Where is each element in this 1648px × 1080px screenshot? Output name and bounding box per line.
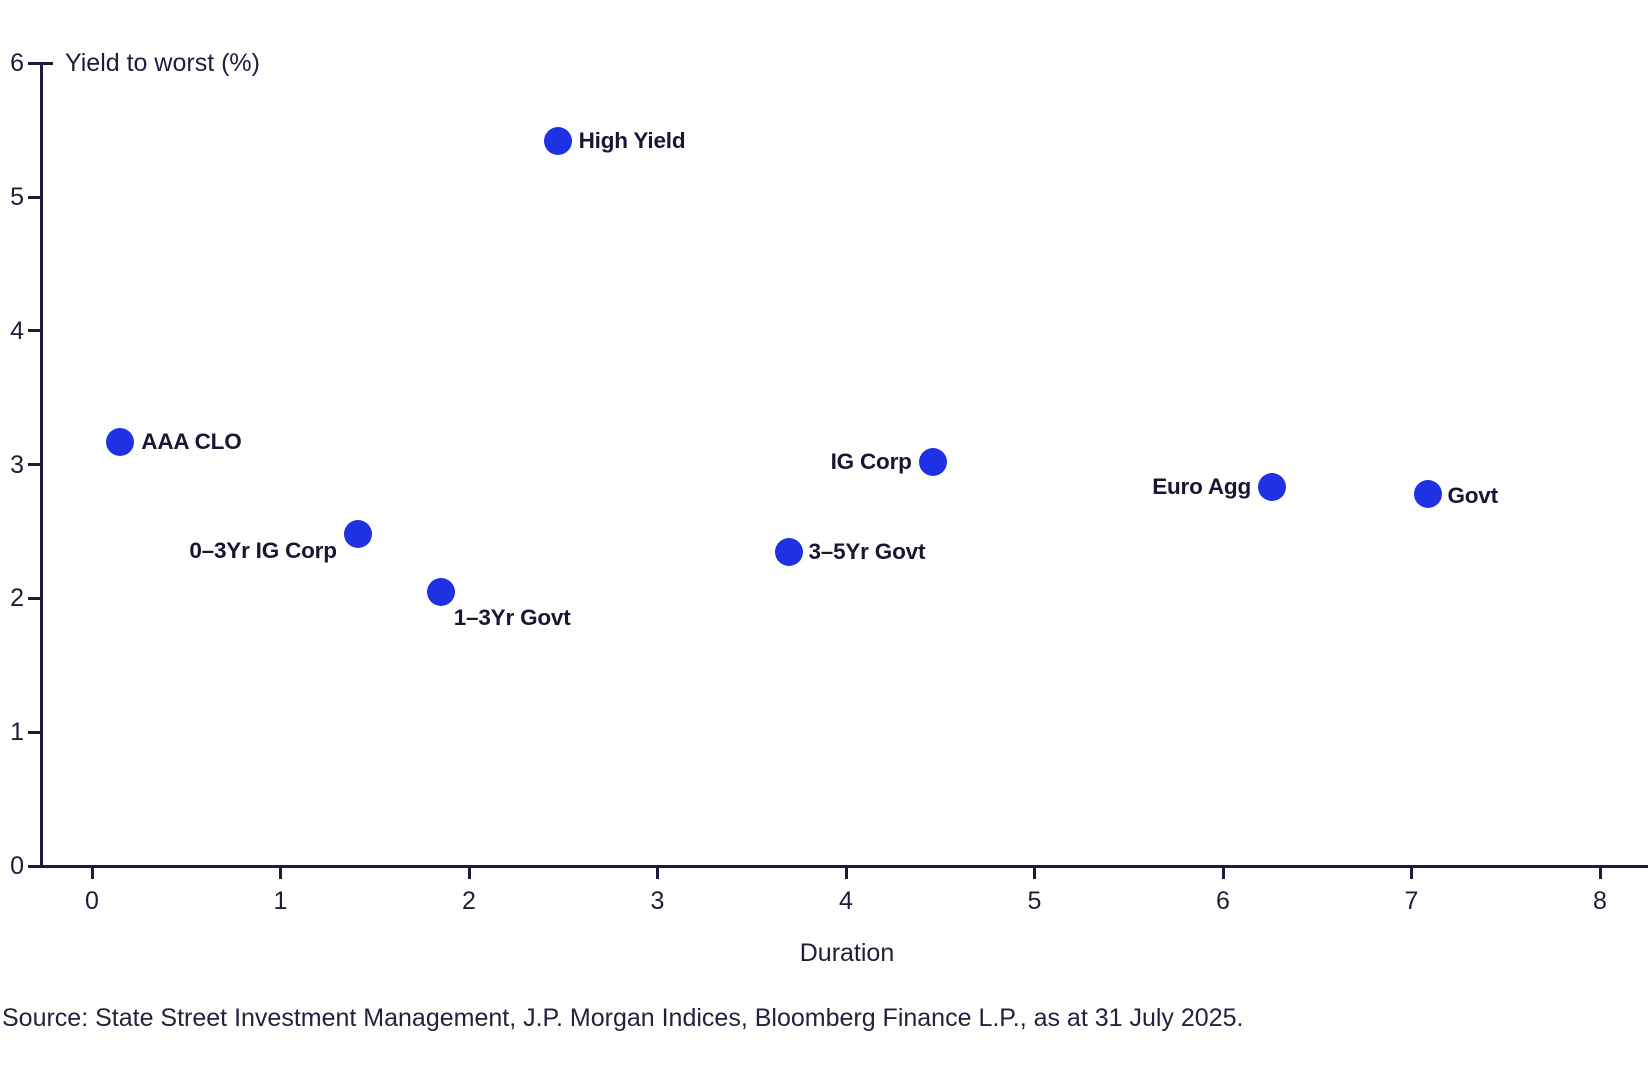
y-tick [28,864,41,868]
x-tick-label: 4 [839,887,853,915]
data-point-dot [1258,473,1286,502]
x-tick [1221,867,1225,879]
data-point-dot [343,520,372,549]
x-tick-label: 5 [1027,887,1042,915]
x-axis-line [40,864,1648,868]
x-tick [656,867,659,879]
x-tick [467,867,471,879]
y-tick-label: 1 [10,718,24,747]
data-point-label: Euro Agg [1152,474,1251,500]
data-point-label: High Yield [578,127,686,153]
y-tick [28,596,41,600]
data-point-dot [106,427,135,456]
data-point-dot [543,126,572,155]
x-tick [90,867,94,879]
data-point-label: 1–3Yr Govt [453,604,571,630]
y-tick [28,329,41,333]
source-note: Source: State Street Investment Manageme… [2,1004,1244,1032]
x-tick-label: 6 [1216,887,1230,915]
x-tick-label: 1 [273,887,288,915]
x-tick [844,867,848,879]
x-tick-label: 2 [462,887,476,915]
x-tick [1033,867,1036,879]
data-point-label: 0–3Yr IG Corp [189,538,337,564]
y-tick-label: 0 [10,852,24,880]
x-tick-label: 8 [1593,887,1607,915]
x-tick [1410,867,1413,879]
y-tick [28,463,41,467]
data-point-label: Govt [1447,483,1498,509]
x-tick-label: 3 [650,887,665,915]
data-point-dot [775,537,804,566]
data-point-dot [426,577,455,606]
data-point-dot [1414,480,1443,509]
y-axis-line [39,61,43,868]
y-tick-label: 5 [10,183,24,211]
y-tick [28,61,53,65]
y-tick [28,195,41,199]
x-tick [279,867,282,879]
y-tick-label: 2 [10,584,24,613]
data-point-dot [918,447,947,476]
x-tick [1598,867,1602,879]
y-tick-label: 6 [10,49,24,78]
x-tick-label: 7 [1404,887,1419,915]
x-tick-label: 0 [85,887,99,915]
x-axis-title: Duration [799,939,895,967]
data-point-label: AAA CLO [141,428,242,454]
y-tick-label: 3 [10,450,24,479]
data-point-label: 3–5Yr Govt [808,538,926,564]
data-point-label: IG Corp [830,448,912,474]
y-tick [28,730,41,734]
y-axis-title: Yield to worst (%) [65,49,260,77]
y-tick-label: 4 [10,316,24,345]
